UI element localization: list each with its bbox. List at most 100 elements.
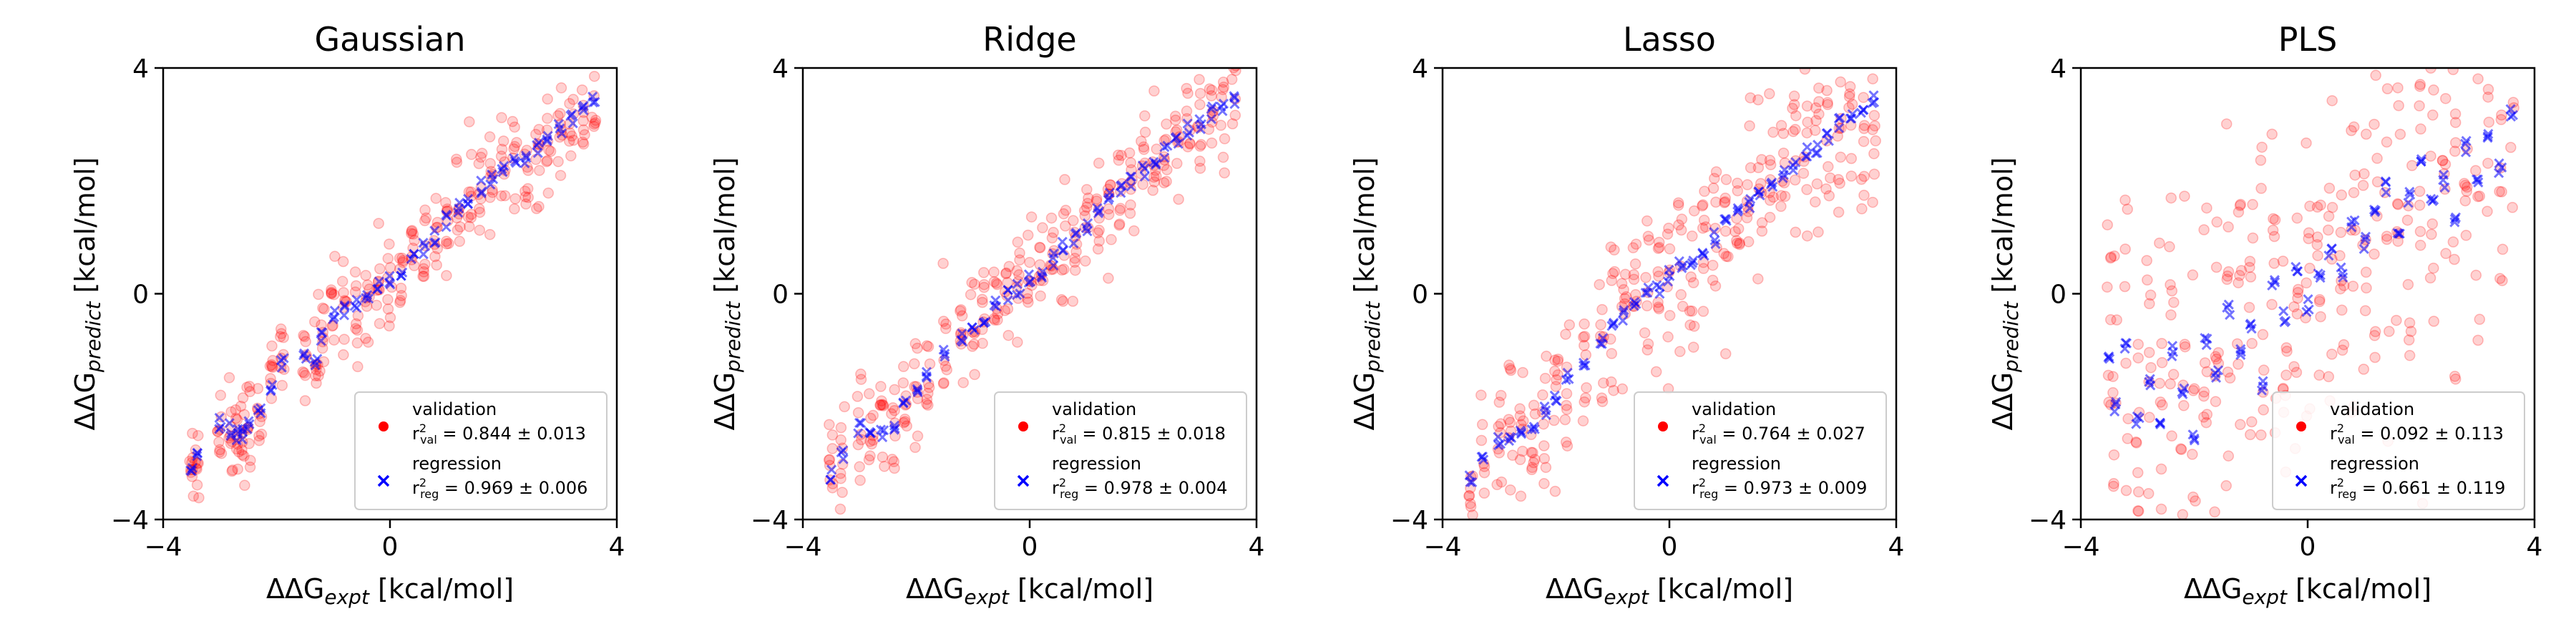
- validation-point: [1745, 92, 1756, 104]
- validation-point: [1504, 363, 1516, 374]
- validation-point: [555, 170, 567, 181]
- validation-point: [1742, 236, 1755, 248]
- validation-point: [865, 412, 877, 424]
- validation-point: [1171, 157, 1183, 170]
- validation-point: [1069, 264, 1081, 276]
- regression-point: [838, 445, 849, 456]
- regression-point: [980, 316, 991, 327]
- validation-point: [1194, 155, 1206, 167]
- validation-point: [1151, 143, 1163, 155]
- validation-point: [2109, 250, 2120, 262]
- regression-point: [1618, 307, 1629, 318]
- regression-point: [476, 175, 487, 186]
- validation-point: [2496, 109, 2507, 121]
- legend-regression-marker: [1657, 474, 1669, 487]
- plot-area: [1463, 68, 1881, 519]
- validation-point: [2506, 4, 2516, 14]
- validation-point: [1707, 274, 1719, 286]
- validation-point: [1139, 127, 1151, 138]
- validation-point: [1185, 50, 1195, 60]
- validation-point: [349, 266, 361, 278]
- regression-point: [2369, 207, 2380, 218]
- validation-point: [384, 312, 396, 323]
- regression-point: [351, 294, 362, 305]
- validation-point: [2507, 202, 2518, 213]
- validation-point: [2290, 366, 2303, 379]
- regression-point: [1662, 276, 1673, 287]
- validation-point: [864, 450, 876, 462]
- validation-point: [1843, 91, 1855, 102]
- validation-point: [2336, 304, 2348, 316]
- regression-point: [1709, 227, 1719, 238]
- regression-point: [2245, 319, 2255, 330]
- validation-point: [957, 376, 969, 389]
- validation-point: [213, 447, 225, 458]
- regression-point: [1578, 357, 1589, 369]
- validation-point: [955, 305, 966, 317]
- validation-point: [566, 130, 577, 142]
- validation-point: [1697, 223, 1709, 234]
- validation-point: [1858, 190, 1870, 201]
- validation-point: [1561, 388, 1573, 399]
- chart-title: Lasso: [1623, 20, 1716, 59]
- x-tick-label: 4: [2527, 532, 2543, 562]
- legend-validation-marker: [1658, 421, 1668, 431]
- validation-point: [1672, 200, 1684, 211]
- validation-point: [977, 296, 988, 308]
- validation-point: [1719, 197, 1730, 209]
- validation-point: [1709, 172, 1720, 185]
- validation-point: [1618, 284, 1629, 296]
- validation-point: [2198, 224, 2210, 235]
- validation-point: [938, 377, 950, 389]
- legend-validation-label: validation: [412, 399, 497, 419]
- validation-point: [1790, 124, 1801, 135]
- regression-point: [1038, 266, 1048, 277]
- validation-point: [965, 288, 977, 301]
- validation-point: [2313, 369, 2325, 381]
- regression-point: [384, 270, 395, 281]
- validation-point: [2436, 155, 2449, 167]
- panel-lasso: −4−4 0 0 4 4 Lasso ΔΔGexpt [kcal/mol] ΔΔGpredic…: [1349, 20, 1904, 609]
- legend-regression-label: regression: [2330, 454, 2419, 474]
- validation-point: [1767, 191, 1780, 203]
- validation-point: [253, 430, 265, 442]
- validation-point: [866, 438, 877, 450]
- validation-point: [1561, 440, 1574, 452]
- regression-point: [2394, 228, 2404, 239]
- regression-point: [1822, 128, 1833, 139]
- validation-point: [834, 503, 847, 515]
- validation-point: [1640, 272, 1652, 283]
- validation-point: [406, 225, 418, 236]
- x-tick-label: −4: [1423, 532, 1461, 562]
- validation-point: [967, 341, 978, 352]
- validation-point: [887, 454, 898, 465]
- validation-point: [2175, 444, 2187, 455]
- validation-point: [541, 156, 552, 167]
- validation-point: [999, 305, 1011, 316]
- validation-point: [2482, 44, 2492, 54]
- regression-point: [2429, 195, 2439, 205]
- regression-point: [1515, 425, 1526, 436]
- validation-point: [852, 439, 864, 451]
- validation-point: [238, 409, 250, 421]
- validation-point: [2381, 230, 2393, 242]
- validation-point: [567, 135, 580, 146]
- validation-point: [418, 263, 429, 275]
- validation-point: [1496, 476, 1508, 488]
- y-axis-label: ΔΔGpredict [kcal/mol]: [1349, 157, 1385, 431]
- validation-point: [2404, 317, 2416, 328]
- validation-point: [2482, 91, 2494, 103]
- regression-point: [1493, 431, 1503, 442]
- validation-point: [2472, 40, 2482, 50]
- validation-point: [1092, 227, 1104, 239]
- regression-point: [553, 119, 564, 130]
- validation-point: [374, 318, 386, 329]
- y-tick-label: 4: [1412, 54, 1428, 84]
- validation-point: [2198, 390, 2210, 402]
- validation-point: [577, 124, 590, 136]
- validation-point: [1858, 119, 1870, 132]
- validation-point: [2460, 230, 2472, 241]
- validation-point: [2222, 270, 2233, 282]
- regression-point: [1002, 285, 1013, 296]
